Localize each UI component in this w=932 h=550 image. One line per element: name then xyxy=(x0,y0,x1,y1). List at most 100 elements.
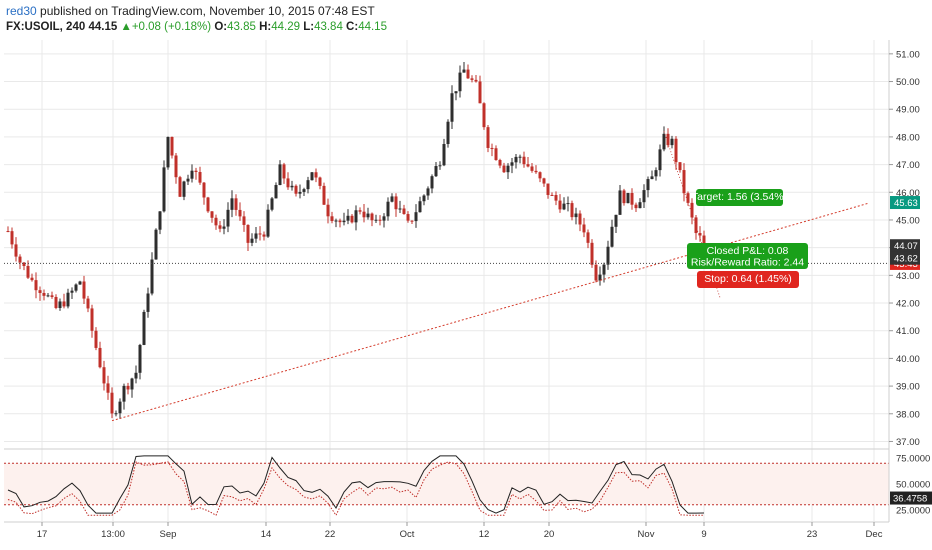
candle-body xyxy=(258,233,262,235)
candle-body xyxy=(518,156,522,158)
trend-line[interactable] xyxy=(111,202,869,422)
candle-body xyxy=(78,281,82,285)
candle-body xyxy=(130,378,134,390)
candle-body xyxy=(434,166,438,177)
candle-body xyxy=(282,164,286,179)
published-text: published on TradingView.com, November 1… xyxy=(40,4,375,18)
candle-body xyxy=(86,298,90,309)
candle-body xyxy=(346,215,350,221)
candle-body xyxy=(226,209,230,227)
candle-body xyxy=(70,290,74,293)
candle-body xyxy=(666,133,670,146)
candle-body xyxy=(278,164,282,186)
candle-body xyxy=(350,215,354,223)
candle-body xyxy=(238,209,242,217)
time-tick-label: 20 xyxy=(544,529,555,540)
candle-body xyxy=(62,301,66,307)
author-name[interactable]: red30 xyxy=(6,4,37,18)
candle-body xyxy=(82,281,86,299)
candle-body xyxy=(150,259,154,294)
candle-body xyxy=(38,290,42,293)
candle-body xyxy=(386,201,390,217)
candle-body xyxy=(562,203,566,210)
candle-body xyxy=(294,185,298,194)
candle-body xyxy=(526,164,530,167)
price-tick-label: 49.00 xyxy=(896,105,920,116)
price-tick-label: 39.00 xyxy=(896,382,920,393)
symbol-label[interactable]: FX:USOIL, 240 xyxy=(6,21,86,33)
candle-body xyxy=(450,93,454,122)
candle-body xyxy=(594,264,598,281)
candle-body xyxy=(430,176,434,189)
candle-body xyxy=(422,195,426,202)
candle-body xyxy=(34,280,38,291)
candle-body xyxy=(154,229,158,260)
candle-body xyxy=(54,296,58,308)
candle-body xyxy=(198,171,202,183)
high-label: H: xyxy=(259,21,272,33)
target-label: Target: 1.56 (3.54%) xyxy=(692,191,787,203)
candle-body xyxy=(166,136,170,168)
candle-body xyxy=(250,238,254,243)
last-price: 44.15 xyxy=(88,21,118,33)
low-label: L: xyxy=(303,21,315,33)
candle-body xyxy=(358,210,362,212)
candle-body xyxy=(310,172,314,181)
candle-body xyxy=(602,264,606,275)
candle-body xyxy=(206,197,210,212)
price-tick-label: 45.00 xyxy=(896,215,920,226)
candle-body xyxy=(366,213,370,218)
price-tick-label: 47.00 xyxy=(896,160,920,171)
position-labels[interactable]: Target: 1.56 (3.54%) Closed P&L: 0.08Risk… xyxy=(687,189,808,288)
candle-body xyxy=(506,165,510,173)
closed-pnl-label: Closed P&L: 0.08 xyxy=(707,245,789,257)
candle-body xyxy=(538,172,542,179)
close-label: C: xyxy=(346,21,359,33)
candle-body xyxy=(590,242,594,265)
candle-body xyxy=(614,214,618,227)
candle-body xyxy=(566,203,570,205)
rsi-levels xyxy=(4,462,889,506)
candle-body xyxy=(90,308,94,331)
candle-body xyxy=(66,292,70,307)
candle-body xyxy=(122,385,126,402)
candle-body xyxy=(138,344,142,373)
candle-body xyxy=(402,208,406,215)
candle-body xyxy=(234,198,238,210)
candle-body xyxy=(98,347,102,368)
candle-body xyxy=(494,148,498,161)
candle-body xyxy=(670,138,674,146)
candle-body xyxy=(458,72,462,92)
price-tick-label: 41.00 xyxy=(896,326,920,337)
price-tag-box xyxy=(890,196,920,210)
candle-body xyxy=(570,203,574,218)
position-diagonal xyxy=(663,131,721,298)
rsi-tick-label: 25.0000 xyxy=(896,506,930,517)
candle-body xyxy=(618,190,622,215)
candle-body xyxy=(478,81,482,104)
candle-body xyxy=(454,91,458,94)
candle-body xyxy=(498,160,502,166)
price-tick-label: 50.00 xyxy=(896,77,920,88)
price-tick-label: 38.00 xyxy=(896,409,920,420)
rsi-value-box xyxy=(890,491,932,505)
candle-body xyxy=(30,277,34,281)
price-tick-label: 43.00 xyxy=(896,271,920,282)
candle-body xyxy=(262,234,266,237)
candle-body xyxy=(546,183,550,195)
candle-body xyxy=(370,213,374,221)
candle-body xyxy=(466,69,470,79)
candle-body xyxy=(662,133,666,150)
candle-body xyxy=(274,185,278,199)
candle-body xyxy=(550,194,554,196)
candle-body xyxy=(190,170,194,179)
candle-body xyxy=(474,79,478,82)
candle-body xyxy=(330,216,334,221)
candle-body xyxy=(242,216,246,225)
target-label-box xyxy=(696,189,783,206)
candle-body xyxy=(210,211,214,218)
candle-body xyxy=(354,210,358,223)
candle-body xyxy=(462,69,466,73)
candle-body xyxy=(674,138,678,163)
